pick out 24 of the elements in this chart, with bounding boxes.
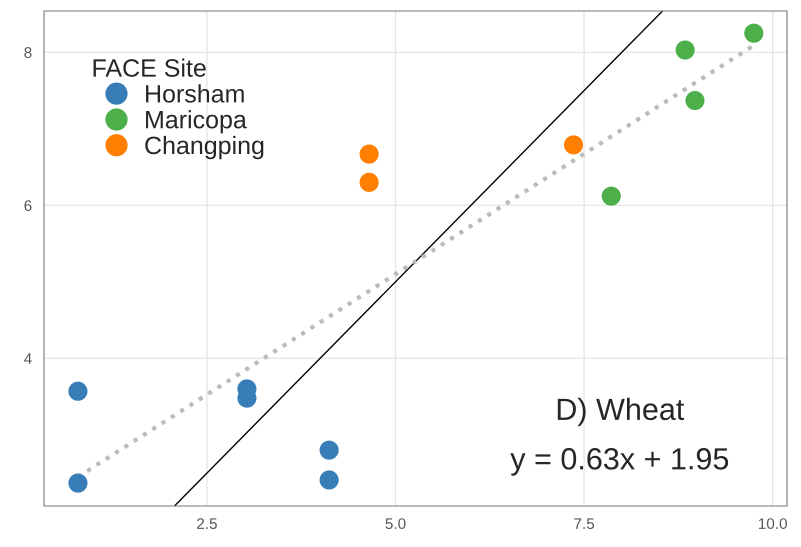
point [68, 473, 88, 493]
y-tick-label: 8 [24, 47, 32, 58]
point [360, 144, 379, 164]
point [685, 90, 705, 110]
point [320, 440, 339, 460]
x-tick-label: 2.5 [197, 518, 217, 530]
point [360, 172, 379, 192]
point [320, 470, 339, 490]
annotation: y = 0.63x + 1.95 [510, 448, 728, 476]
legend-label: Changping [145, 136, 264, 160]
x-tick-label: 7.5 [574, 518, 594, 530]
x-tick-label: 10.0 [758, 518, 787, 530]
y-tick-label: 4 [24, 353, 32, 364]
legend-label: Maricopa [146, 110, 247, 134]
y-tick-label: 6 [24, 200, 32, 212]
annotation: D) Wheat [558, 398, 684, 426]
point [744, 24, 764, 43]
point [676, 40, 695, 60]
point [564, 135, 584, 154]
legend-title: FACE Site [94, 58, 206, 77]
x-tick-label: 5.0 [386, 518, 406, 530]
point [602, 186, 621, 206]
point [68, 382, 88, 401]
legend-label: Horsham [146, 84, 244, 103]
